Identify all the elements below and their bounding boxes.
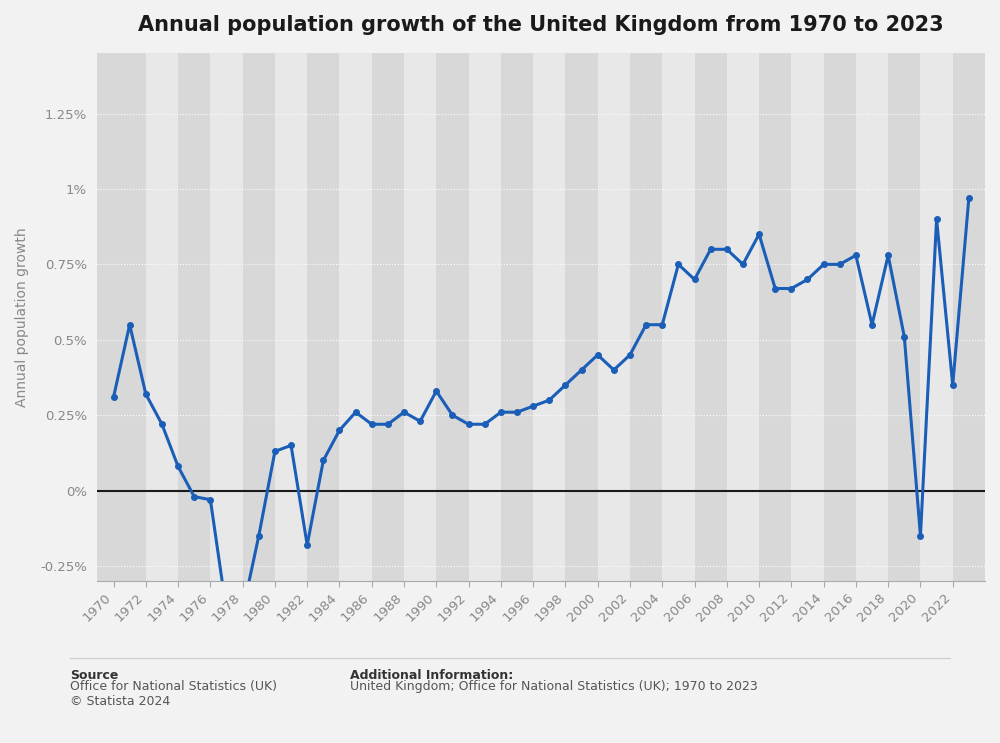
Text: Source: Source [70, 669, 118, 681]
Bar [469, 53, 501, 581]
Text: Office for National Statistics (UK)
© Statista 2024: Office for National Statistics (UK) © St… [70, 680, 277, 708]
Bar [630, 53, 662, 581]
Bar [146, 53, 178, 581]
Bar [275, 53, 307, 581]
Bar [339, 53, 372, 581]
Text: United Kingdom; Office for National Statistics (UK); 1970 to 2023: United Kingdom; Office for National Stat… [350, 680, 758, 692]
Bar [953, 53, 985, 581]
Bar [888, 53, 920, 581]
Bar [856, 53, 888, 581]
Bar [791, 53, 824, 581]
Bar [759, 53, 791, 581]
Bar [210, 53, 243, 581]
Bar [695, 53, 727, 581]
Bar [824, 53, 856, 581]
Bar [598, 53, 630, 581]
Bar [727, 53, 759, 581]
Bar [662, 53, 695, 581]
Bar [372, 53, 404, 581]
Bar [97, 53, 146, 581]
Bar [178, 53, 210, 581]
Title: Annual population growth of the United Kingdom from 1970 to 2023: Annual population growth of the United K… [138, 15, 944, 35]
Y-axis label: Annual population growth: Annual population growth [15, 227, 29, 407]
Bar [920, 53, 953, 581]
Bar [533, 53, 565, 581]
Bar [436, 53, 469, 581]
Bar [404, 53, 436, 581]
Bar [307, 53, 339, 581]
Bar [243, 53, 275, 581]
Text: Additional Information:: Additional Information: [350, 669, 513, 681]
Bar [565, 53, 598, 581]
Bar [501, 53, 533, 581]
